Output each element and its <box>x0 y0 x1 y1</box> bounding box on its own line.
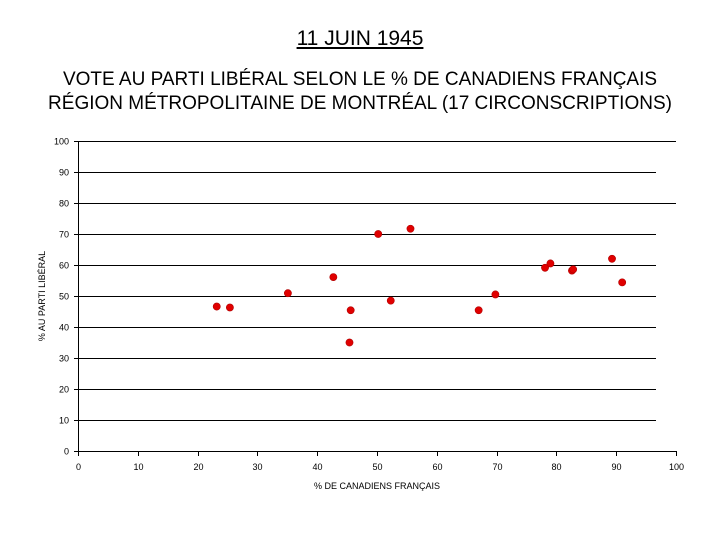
data-point <box>546 259 555 268</box>
data-point <box>541 263 549 272</box>
y-tick-label: 20 <box>59 385 69 395</box>
data-point <box>374 230 383 238</box>
data-point <box>283 289 292 298</box>
data-point <box>608 254 616 263</box>
x-tick-label: 30 <box>252 462 262 472</box>
chart-subtitle-line-2: RÉGION MÉTROPOLITAINE DE MONTRÉAL (17 CI… <box>48 93 672 114</box>
data-point <box>225 303 234 312</box>
y-tick-label: 40 <box>59 323 69 333</box>
data-point <box>491 290 500 299</box>
y-tick-label: 80 <box>59 199 69 209</box>
chart-title: 11 JUIN 1945 <box>296 27 424 50</box>
y-tick-label: 70 <box>59 230 69 240</box>
x-tick-label: 20 <box>193 462 203 472</box>
y-tick-label: 0 <box>64 447 69 457</box>
x-tick-label: 70 <box>492 462 502 472</box>
y-tick-label: 100 <box>54 137 69 147</box>
y-tick-label: 90 <box>59 168 69 178</box>
data-points <box>212 224 627 347</box>
x-tick-label: 10 <box>133 462 143 472</box>
data-point <box>569 265 578 274</box>
data-point <box>474 306 483 315</box>
data-point <box>406 224 415 233</box>
y-tick-label: 50 <box>59 292 69 302</box>
data-point <box>346 306 355 315</box>
y-axis-ticks: 0 10 20 30 40 50 60 70 80 90 100 <box>54 137 78 457</box>
x-tick-label: 0 <box>76 462 81 472</box>
x-axis-ticks: 0 10 20 30 40 50 60 70 80 90 100 <box>76 451 684 472</box>
data-point <box>329 273 338 281</box>
x-tick-label: 50 <box>372 462 382 472</box>
x-tick-label: 40 <box>312 462 322 472</box>
data-point <box>386 296 395 305</box>
data-point <box>212 302 221 311</box>
y-tick-label: 60 <box>59 261 69 271</box>
chart-subtitle-line-1: VOTE AU PARTI LIBÉRAL SELON LE % DE CANA… <box>62 69 658 90</box>
x-tick-label: 80 <box>551 462 561 472</box>
x-tick-label: 90 <box>611 462 621 472</box>
y-axis-title: % AU PARTI LIBÉRAL <box>37 251 47 341</box>
y-tick-label: 10 <box>59 416 69 426</box>
data-point <box>345 338 354 347</box>
x-tick-label: 60 <box>432 462 442 472</box>
gridlines <box>78 141 676 421</box>
x-axis-title: % DE CANADIENS FRANÇAIS <box>314 481 440 491</box>
data-point <box>618 278 627 287</box>
y-tick-label: 30 <box>59 354 69 364</box>
x-tick-label: 100 <box>669 462 684 472</box>
